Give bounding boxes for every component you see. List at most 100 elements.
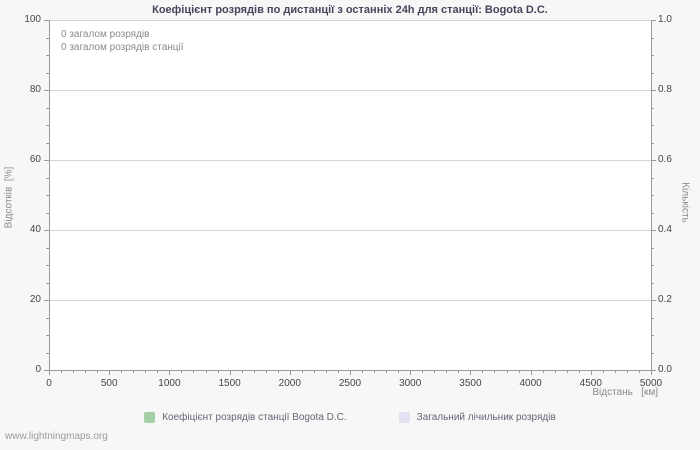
y-axis-minor-tick bbox=[46, 265, 49, 266]
x-axis-minor-tick bbox=[398, 370, 400, 373]
plot-area bbox=[49, 20, 651, 370]
y-axis-tick bbox=[651, 20, 656, 21]
x-axis-minor-tick bbox=[554, 370, 556, 373]
x-axis-minor-tick bbox=[241, 370, 243, 373]
x-axis-minor-tick bbox=[434, 370, 436, 373]
x-axis-minor-tick bbox=[638, 370, 640, 373]
x-axis-minor-tick bbox=[85, 370, 87, 373]
y-axis-minor-tick bbox=[46, 72, 49, 74]
y-axis-minor-tick bbox=[46, 107, 49, 109]
x-axis-tick-label: 1500 bbox=[218, 378, 241, 389]
y-axis-minor-tick bbox=[46, 125, 49, 126]
watermark-link[interactable]: www.lightningmaps.org bbox=[5, 431, 108, 442]
legend: Коефіцієнт розрядів станції Bogota D.C. … bbox=[0, 412, 700, 423]
x-axis-tick bbox=[410, 370, 412, 375]
y-axis-minor-tick bbox=[46, 142, 49, 144]
y-axis-minor-tick bbox=[651, 282, 654, 284]
y-axis-tick-label-right: 1.0 bbox=[658, 14, 672, 25]
annotation-total-station-strokes: 0 загалом розрядів станції bbox=[61, 42, 184, 53]
x-axis-minor-tick bbox=[518, 370, 520, 373]
x-axis-minor-tick bbox=[506, 370, 508, 373]
x-axis-tick-label: 2000 bbox=[278, 378, 301, 389]
y-axis-minor-tick bbox=[651, 247, 654, 249]
y-axis-minor-tick bbox=[46, 177, 49, 179]
y-axis-minor-tick bbox=[46, 247, 49, 249]
y-axis-tick bbox=[44, 90, 49, 91]
y-axis-minor-tick bbox=[651, 37, 654, 39]
x-axis-tick-label: 0 bbox=[46, 378, 52, 389]
y-axis-minor-tick bbox=[46, 55, 49, 56]
x-axis-minor-tick bbox=[205, 370, 207, 373]
x-axis-tick bbox=[350, 370, 351, 375]
x-axis-minor-tick bbox=[277, 370, 279, 373]
y-axis-tick bbox=[44, 300, 49, 301]
y-axis-minor-tick bbox=[651, 212, 654, 214]
chart-title: Коефіцієнт розрядів по дистанції з остан… bbox=[152, 4, 548, 16]
x-axis-minor-tick bbox=[494, 370, 496, 373]
x-axis-line bbox=[49, 370, 652, 371]
x-axis-tick-label: 4500 bbox=[579, 378, 602, 389]
x-axis-minor-tick bbox=[325, 370, 327, 373]
y-axis-tick bbox=[44, 20, 49, 21]
gridline bbox=[49, 160, 651, 161]
y-axis-tick bbox=[44, 160, 49, 161]
x-axis-tick-label: 5000 bbox=[639, 378, 663, 389]
x-axis-tick bbox=[590, 370, 592, 375]
x-axis-minor-tick bbox=[145, 370, 147, 373]
y-axis-minor-tick bbox=[651, 142, 654, 144]
y-axis-minor-tick bbox=[46, 195, 49, 196]
x-axis-minor-tick bbox=[626, 370, 628, 373]
x-axis-tick bbox=[229, 370, 231, 375]
legend-swatch-station-ratio bbox=[144, 412, 156, 423]
y-axis-minor-tick bbox=[651, 72, 654, 74]
y-axis-tick-label-left: 100 bbox=[24, 14, 41, 25]
x-axis-minor-tick bbox=[422, 370, 424, 373]
x-axis-minor-tick bbox=[578, 370, 580, 373]
x-axis-tick-label: 1000 bbox=[158, 378, 181, 389]
gridline bbox=[49, 90, 651, 91]
x-axis-minor-tick bbox=[97, 370, 99, 373]
y-axis-minor-tick bbox=[651, 55, 654, 56]
y-axis-minor-tick bbox=[651, 177, 654, 179]
legend-label-station-ratio: Коефіцієнт розрядів станції Bogota D.C. bbox=[162, 412, 347, 423]
x-axis-minor-tick bbox=[253, 370, 255, 373]
x-axis-tick bbox=[530, 370, 532, 375]
y-axis-tick-label-left: 40 bbox=[29, 224, 41, 235]
x-axis-tick bbox=[109, 370, 111, 375]
y-axis-tick-label-left: 20 bbox=[29, 294, 41, 305]
y-axis-tick bbox=[651, 90, 656, 91]
y-axis-minor-tick bbox=[651, 335, 654, 336]
x-axis-tick-label: 4000 bbox=[519, 378, 542, 389]
x-axis-minor-tick bbox=[446, 370, 448, 373]
y-axis-line-right bbox=[651, 20, 652, 370]
y-axis-tick bbox=[651, 370, 656, 371]
y-axis-minor-tick bbox=[46, 282, 49, 284]
legend-item-station-ratio: Коефіцієнт розрядів станції Bogota D.C. bbox=[144, 412, 347, 423]
x-axis-minor-tick bbox=[217, 370, 219, 373]
legend-label-total-counter: Загальний лічильник розрядів bbox=[416, 412, 556, 423]
x-axis-minor-tick bbox=[602, 370, 604, 373]
y-axis-minor-tick bbox=[651, 195, 654, 196]
y-axis-minor-tick bbox=[651, 265, 654, 266]
y-axis-tick-label-right: 0.4 bbox=[658, 224, 672, 235]
x-axis-minor-tick bbox=[181, 370, 183, 373]
gridline bbox=[49, 230, 651, 231]
y-axis-minor-tick bbox=[651, 317, 654, 319]
x-axis-tick bbox=[289, 370, 291, 375]
y-axis-minor-tick bbox=[46, 317, 49, 319]
y-axis-tick-label-left: 80 bbox=[29, 84, 41, 95]
y-axis-tick bbox=[651, 160, 656, 161]
y-axis-minor-tick bbox=[46, 352, 49, 354]
x-axis-tick bbox=[470, 370, 472, 375]
y-axis-minor-tick bbox=[46, 37, 49, 39]
gridline bbox=[49, 20, 651, 21]
x-axis-minor-tick bbox=[193, 370, 195, 373]
y-axis-tick bbox=[44, 370, 49, 371]
annotation-total-strokes: 0 загалом розрядів bbox=[61, 29, 150, 40]
x-axis-minor-tick bbox=[133, 370, 135, 373]
y-axis-tick-label-right: 0.8 bbox=[658, 84, 672, 95]
x-axis-tick-label: 3500 bbox=[459, 378, 482, 389]
x-axis-minor-tick bbox=[265, 370, 267, 373]
x-axis-minor-tick bbox=[121, 370, 123, 373]
